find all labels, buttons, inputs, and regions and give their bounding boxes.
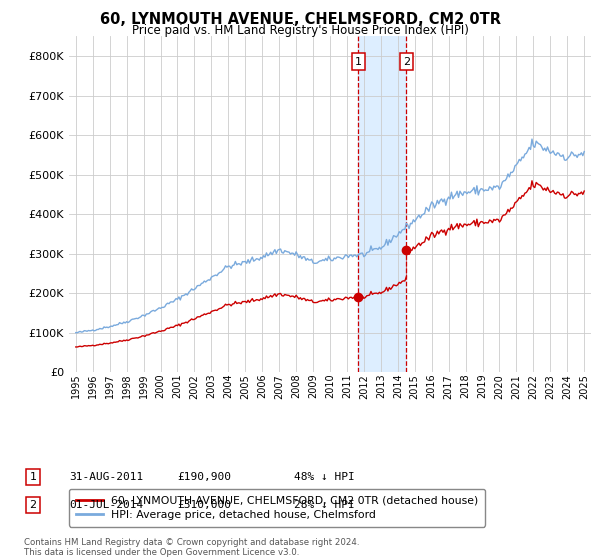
- Bar: [358, 36, 406, 372]
- Text: 48% ↓ HPI: 48% ↓ HPI: [294, 472, 355, 482]
- Text: Contains HM Land Registry data © Crown copyright and database right 2024.
This d: Contains HM Land Registry data © Crown c…: [24, 538, 359, 557]
- Text: 31-AUG-2011: 31-AUG-2011: [69, 472, 143, 482]
- Legend: 60, LYNMOUTH AVENUE, CHELMSFORD, CM2 0TR (detached house), HPI: Average price, d: 60, LYNMOUTH AVENUE, CHELMSFORD, CM2 0TR…: [69, 489, 485, 526]
- Text: 60, LYNMOUTH AVENUE, CHELMSFORD, CM2 0TR: 60, LYNMOUTH AVENUE, CHELMSFORD, CM2 0TR: [100, 12, 500, 27]
- Text: 1: 1: [355, 57, 362, 67]
- Text: £310,000: £310,000: [177, 500, 231, 510]
- Text: 1: 1: [29, 472, 37, 482]
- Text: 2: 2: [29, 500, 37, 510]
- Text: 2: 2: [403, 57, 410, 67]
- Text: Price paid vs. HM Land Registry's House Price Index (HPI): Price paid vs. HM Land Registry's House …: [131, 24, 469, 36]
- Text: £190,900: £190,900: [177, 472, 231, 482]
- Text: 01-JUL-2014: 01-JUL-2014: [69, 500, 143, 510]
- Text: 28% ↓ HPI: 28% ↓ HPI: [294, 500, 355, 510]
